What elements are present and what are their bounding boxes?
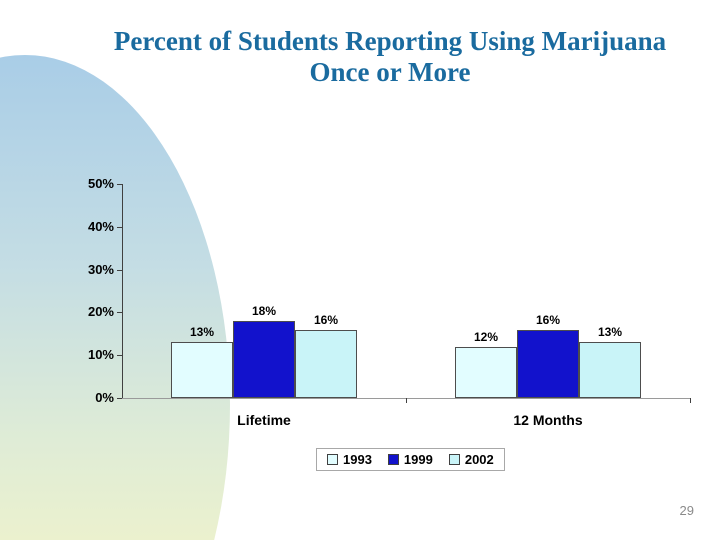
bar-2002-lifetime — [295, 330, 357, 398]
bar-chart: 0% 10% 20% 30% 40% 50% 13% 18% 16% Lifetime 12% 16%… — [88, 176, 691, 444]
y-axis — [122, 184, 123, 399]
y-tick-mark — [117, 226, 122, 228]
bar-value-label: 13% — [597, 325, 623, 339]
y-tick-mark — [117, 269, 122, 271]
legend-swatch-1993 — [327, 454, 338, 465]
bar-1993-lifetime — [171, 342, 233, 398]
y-tick-label: 50% — [87, 176, 114, 191]
legend-item-1993: 1993 — [327, 452, 372, 467]
bar-value-label: 13% — [189, 325, 215, 339]
bar-value-label: 16% — [313, 313, 339, 327]
category-label: 12 Months — [513, 412, 583, 428]
y-tick-label: 0% — [95, 390, 114, 405]
y-tick-label: 40% — [87, 218, 114, 234]
legend-swatch-1999 — [387, 454, 399, 465]
y-tick-label: 10% — [87, 347, 114, 363]
page-number: 29 — [679, 503, 694, 518]
bar-value-label: 12% — [473, 330, 499, 344]
bar-1993-12-months — [455, 347, 517, 398]
category-tick-mark — [406, 398, 407, 403]
y-tick-mark — [117, 355, 122, 357]
y-tick-mark — [117, 312, 122, 314]
y-tick-mark — [117, 184, 122, 185]
bar-1999-lifetime — [233, 321, 295, 398]
legend-item-1999: 1999 — [387, 452, 433, 467]
bar-1999-12-months — [517, 330, 579, 398]
slide-title: Percent of Students Reporting Using Mari… — [113, 26, 667, 87]
legend-item-2002: 2002 — [448, 452, 494, 467]
bar-2002-12-months — [579, 342, 641, 398]
legend-label: 2002 — [464, 452, 494, 467]
category-label: Lifetime — [237, 412, 291, 428]
legend-swatch-2002 — [448, 454, 460, 465]
y-tick-label: 30% — [87, 261, 114, 277]
y-tick-label: 20% — [87, 304, 114, 320]
y-tick-mark — [117, 398, 122, 399]
bar-value-label: 16% — [535, 313, 561, 327]
category-tick-mark — [690, 398, 691, 403]
legend-label: 1993 — [343, 452, 372, 467]
chart-legend: 1993 1999 2002 — [316, 448, 505, 471]
bar-value-label: 18% — [251, 304, 277, 318]
legend-label: 1999 — [403, 452, 433, 467]
